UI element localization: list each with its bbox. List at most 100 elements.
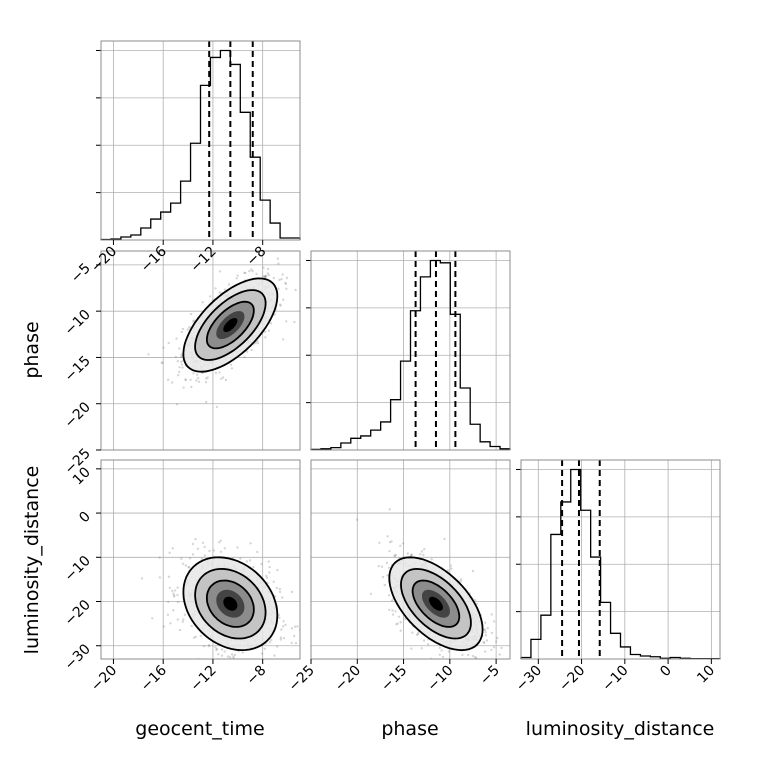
pair-panel-geocent-time-vs-luminosity-distance-point [273, 654, 276, 657]
hist-panel-phase [306, 250, 511, 451]
pair-panel-phase-vs-luminosity-distance-point [383, 583, 386, 587]
pair-panel-geocent-time-vs-luminosity-distance-point [220, 648, 224, 651]
pair-panel-geocent-time-vs-luminosity-distance-point [180, 557, 183, 560]
pair-panel-phase-vs-luminosity-distance-point [388, 608, 391, 612]
pair-panel-phase-vs-luminosity-distance-point [459, 578, 463, 581]
pair-panel-geocent-time-vs-luminosity-distance-point [171, 589, 174, 593]
pair-panel-geocent-time-vs-luminosity-distance-contour-2 [206, 579, 255, 628]
pair-panel-phase-vs-luminosity-distance-point [484, 650, 487, 653]
pair-panel-phase-vs-luminosity-distance-contour-2 [411, 579, 461, 628]
hist-panel-phase-frame [310, 250, 511, 451]
pair-panel-geocent-time-vs-luminosity-distance-point [268, 571, 271, 574]
pair-panel-geocent-time-vs-phase-point [285, 287, 288, 290]
hist-panel-geocent-time-grid [101, 41, 300, 240]
pair-panel-phase-vs-luminosity-distance-point [380, 565, 384, 568]
pair-panel-geocent-time-vs-phase-point [214, 287, 217, 290]
pair-panel-phase-vs-luminosity-distance-point [490, 648, 493, 652]
x-axis-label-geocent-time: geocent_time [135, 718, 264, 740]
pair-panel-geocent-time-vs-phase-point [256, 342, 260, 345]
pair-panel-geocent-time-vs-luminosity-distance-point [168, 586, 172, 589]
pair-panel-geocent-time-vs-phase-point [243, 271, 246, 274]
pair-panel-geocent-time-vs-phase-point [255, 272, 258, 276]
pair-panel-geocent-time-vs-phase-point [166, 378, 170, 381]
pair-panel-geocent-time-vs-luminosity-distance-point [184, 564, 187, 567]
pair-panel-geocent-time-vs-luminosity-distance-point [191, 553, 195, 556]
pair-panel-phase-vs-luminosity-distance-point [355, 518, 359, 521]
pair-panel-geocent-time-vs-phase-point [186, 328, 190, 331]
pair-panel-geocent-time-vs-luminosity-distance-point [174, 589, 177, 592]
pair-panel-geocent-time-vs-phase-point [197, 380, 201, 383]
pair-panel-geocent-time-vs-phase [100, 250, 301, 451]
hist-panel-phase-histogram [310, 259, 511, 451]
pair-panel-geocent-time-vs-luminosity-distance-point [217, 653, 220, 656]
hist-panel-luminosity-distance-grid [521, 460, 720, 659]
pair-panel-phase-vs-luminosity-distance-point [388, 541, 392, 544]
pair-panel-geocent-time-vs-luminosity-distance-point [207, 644, 211, 648]
pair-panel-phase-vs-luminosity-distance-point [498, 653, 501, 656]
pair-panel-geocent-time-vs-phase-point [282, 298, 285, 301]
pair-panel-phase-vs-luminosity-distance-point [399, 629, 402, 632]
pair-panel-phase-vs-luminosity-distance-point [485, 639, 489, 642]
pair-panel-geocent-time-vs-luminosity-distance-point [276, 645, 279, 648]
pair-panel-geocent-time-vs-phase-point [229, 363, 233, 367]
pair-panel-geocent-time-vs-phase-point [184, 378, 187, 381]
pair-panel-geocent-time-vs-phase-point [284, 282, 288, 285]
pair-panel-geocent-time-vs-luminosity-distance-point [215, 647, 219, 651]
pair-panel-geocent-time-vs-luminosity-distance-point [256, 550, 259, 554]
pair-panel-geocent-time-vs-luminosity-distance-point [275, 586, 278, 590]
pair-panel-geocent-time-vs-luminosity-distance-point [190, 624, 193, 628]
pair-panel-phase-vs-luminosity-distance-point [474, 599, 477, 602]
pair-panel-phase-vs-luminosity-distance-point [416, 633, 420, 636]
pair-panel-geocent-time-vs-phase-point [280, 278, 283, 281]
pair-panel-phase-vs-luminosity-distance-point [449, 564, 453, 567]
pair-panel-geocent-time-vs-phase-point [263, 275, 266, 278]
pair-panel-geocent-time-vs-luminosity-distance-point [208, 549, 211, 553]
pair-panel-geocent-time-vs-phase-point [293, 320, 296, 324]
pair-panel-geocent-time-vs-luminosity-distance-point [172, 594, 176, 597]
pair-panel-geocent-time-vs-luminosity-distance-point [267, 560, 270, 563]
pair-panel-geocent-time-vs-luminosity-distance-point [182, 618, 185, 621]
pair-panel-phase-vs-luminosity-distance-point [490, 631, 494, 635]
pair-panel-phase-vs-luminosity-distance-point [387, 566, 391, 569]
pair-panel-geocent-time-vs-luminosity-distance [100, 459, 301, 660]
pair-panel-geocent-time-vs-phase-point [264, 276, 267, 279]
pair-panel-geocent-time-vs-phase-point [161, 361, 164, 364]
pair-panel-geocent-time-vs-luminosity-distance-point [215, 648, 218, 652]
pair-panel-phase-vs-luminosity-distance-point [483, 629, 487, 632]
pair-panel-geocent-time-vs-luminosity-distance-point [265, 576, 269, 579]
pair-panel-geocent-time-vs-phase-point [223, 288, 227, 291]
pair-panel-phase-vs-luminosity-distance-point [484, 621, 487, 624]
pair-panel-geocent-time-vs-phase-point [208, 295, 212, 298]
pair-panel-geocent-time-vs-phase-point [273, 313, 276, 316]
pair-panel-phase-vs-luminosity-distance-point [422, 639, 426, 642]
pair-panel-geocent-time-vs-luminosity-distance-point [176, 618, 179, 621]
pair-panel-geocent-time-vs-phase-point [266, 272, 270, 275]
pair-panel-geocent-time-vs-luminosity-distance-point [278, 590, 282, 594]
pair-panel-geocent-time-vs-luminosity-distance-point [199, 634, 202, 638]
pair-panel-geocent-time-vs-phase-point [192, 372, 195, 375]
plot-layer: −20 −16 −12 −8 −25 −20 −15 −10 −5 −30 −20 −10 0 10−20… [62, 40, 721, 695]
pair-panel-phase-vs-luminosity-distance-contour-0 [388, 556, 484, 652]
bottom-axis-luminosity-distance-xtick-label-0: −30 [513, 663, 545, 695]
pair-panel-geocent-time-vs-luminosity-distance-point [176, 593, 179, 597]
pair-panel-geocent-time-vs-luminosity-distance-point [282, 637, 286, 640]
pair-panel-geocent-time-vs-phase-point [180, 353, 183, 356]
pair-panel-phase-vs-luminosity-distance-point [396, 622, 399, 625]
bottom-axis-luminosity-distance-xtick-label-4: 10 [694, 663, 718, 687]
bottom-axis-phase-xtick-label-4: −5 [477, 663, 503, 689]
bottom-axis-phase-xtick-label-0: −25 [286, 663, 318, 695]
pair-panel-geocent-time-vs-phase-point [263, 275, 267, 279]
pair-panel-phase-vs-luminosity-distance-contour-1 [400, 567, 472, 640]
pair-panel-geocent-time-vs-phase-point [167, 341, 170, 345]
pair-panel-geocent-time-vs-phase-point [160, 361, 164, 365]
pair-panel-phase-vs-luminosity-distance-grid [311, 460, 510, 659]
pair-panel-phase-vs-luminosity-distance-point [430, 558, 433, 561]
pair-panel-phase-vs-luminosity-distance-point [459, 580, 462, 583]
pair-panel-phase-vs-luminosity-distance-point [399, 621, 402, 624]
pair-panel-geocent-time-vs-phase-point [180, 330, 183, 334]
pair-panel-phase-vs-luminosity-distance-density [389, 557, 483, 651]
pair-panel-geocent-time-vs-luminosity-distance-point [290, 590, 294, 594]
pair-panel-geocent-time-vs-luminosity-distance-point [212, 549, 215, 552]
pair-panel-geocent-time-vs-luminosity-distance-point [239, 557, 242, 560]
